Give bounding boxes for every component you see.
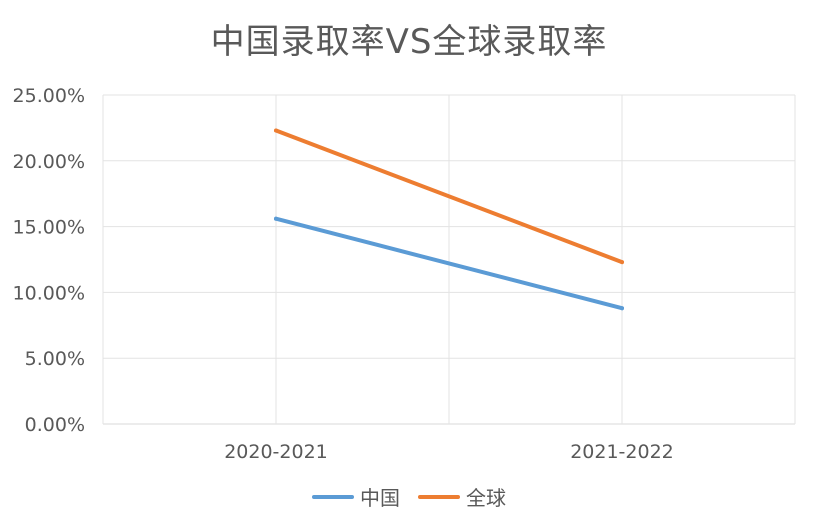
legend-swatch-china: [312, 494, 354, 499]
y-tick-label: 25.00%: [13, 85, 85, 107]
data-point: [274, 216, 278, 221]
legend-label-global: 全球: [466, 486, 506, 510]
legend-item-china[interactable]: 中国: [312, 482, 400, 511]
data-point: [620, 306, 624, 311]
y-tick-label: 15.00%: [13, 217, 85, 239]
legend-label-china: 中国: [360, 486, 400, 510]
chart-title: 中国录取率VS全球录取率: [210, 22, 608, 62]
legend-swatch-global: [418, 494, 460, 499]
x-tick-label: 2020-2021: [224, 441, 328, 463]
y-tick-label: 5.00%: [25, 348, 85, 370]
series-line-0: [274, 216, 624, 311]
y-tick-label: 20.00%: [13, 151, 85, 173]
legend-item-global[interactable]: 全球: [418, 482, 506, 511]
y-tick-label: 0.00%: [25, 414, 85, 436]
series-line-1: [274, 128, 624, 265]
x-tick-label: 2021-2022: [570, 441, 674, 463]
legend: 中国 全球: [0, 482, 818, 511]
y-tick-label: 10.00%: [13, 282, 85, 304]
data-point: [274, 128, 278, 133]
data-point: [620, 260, 624, 265]
